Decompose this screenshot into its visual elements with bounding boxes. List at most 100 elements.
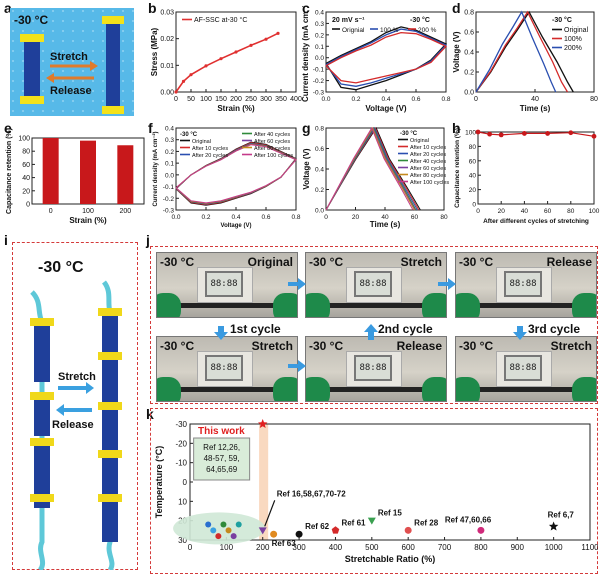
lcd-display: 88:88 [504, 271, 542, 297]
data-point [487, 131, 492, 137]
y-tick-label: 0.2 [315, 187, 324, 194]
legend-label: 200% [564, 45, 582, 52]
x-tick-label: 100 [589, 208, 600, 215]
triangle-marker [258, 527, 267, 535]
x-tick-label: 0.4 [381, 96, 390, 103]
x-tick-label: 0 [476, 208, 480, 215]
panel-label-c: c [302, 0, 310, 16]
cv-curve [175, 144, 297, 204]
up-arrow-icon [364, 324, 378, 340]
photo-state: Release [546, 255, 592, 269]
y-tick-label: 80 [469, 144, 477, 151]
y-tick-label: 0.01 [160, 63, 174, 70]
legend-label: 100 % [380, 27, 399, 34]
y-tick-label: 0.1 [315, 44, 324, 51]
x-tick-label: 1000 [545, 543, 563, 552]
glove [273, 377, 297, 401]
pentagon-marker [331, 526, 340, 534]
point-label: Ref 6,7 [548, 510, 575, 519]
data-point [264, 37, 268, 41]
panel-a-stretch: Stretch [50, 51, 88, 63]
x-tick-label: 200 [119, 208, 131, 215]
ref-box [193, 437, 251, 481]
chart-b: 0 50 100 150 200 250 300 350 400 0.00 0.01 0.02 0.03… [150, 10, 302, 114]
glove [572, 293, 596, 317]
device-strip [470, 303, 580, 308]
legend-label: Orignial [342, 27, 365, 34]
panel-k-box [150, 408, 598, 574]
y-tick-label: 30 [178, 536, 187, 545]
chart-e: 0 20 40 60 80 100 0 100 200 Strain (%) Capacitance… [6, 128, 145, 225]
gcd-curve [325, 126, 415, 211]
x-tick-label: 0 [174, 96, 178, 103]
photo-temp: -30 °C [309, 339, 344, 353]
glove [456, 377, 480, 401]
x-tick-label: 0.4 [231, 214, 240, 221]
right-arrow-icon [438, 278, 456, 290]
x-axis-label: Strain (%) [69, 216, 107, 225]
photo-6: -30 °C Stretch 88:88 [455, 336, 597, 402]
device-strip [470, 387, 580, 392]
data-point [225, 527, 232, 534]
photo-state: Release [396, 339, 442, 353]
x-tick-label: 0.2 [201, 214, 210, 221]
y-tick-label: 0.4 [315, 167, 324, 174]
x-tick-label: 40 [381, 214, 389, 221]
lcd-display: 88:88 [504, 355, 542, 381]
cycle-label-2: 2nd cycle [378, 322, 433, 336]
y-tick-label: -0.2 [163, 196, 175, 203]
bar [117, 145, 134, 204]
photo-temp: -30 °C [459, 255, 494, 269]
x-tick-label: 0 [49, 208, 53, 215]
cv-curve [325, 31, 448, 84]
legend-label: After 20 cycles [192, 153, 228, 159]
annotation: -30 °C [410, 16, 430, 24]
photo-2: -30 °C Stretch 88:88 [305, 252, 447, 318]
x-tick-label: 0.6 [261, 214, 270, 221]
cv-curve [325, 28, 448, 87]
photo-state: Stretch [251, 339, 293, 353]
gcd-curve [325, 126, 416, 211]
y-tick-label: -0.3 [163, 208, 175, 215]
cv-curve [325, 26, 448, 91]
y-tick-label: 40 [469, 173, 477, 180]
glove [456, 293, 480, 317]
ref-label: 48-57, 59, [204, 454, 240, 463]
gcd-curve [475, 10, 569, 93]
legend-label: After 60 cycles [254, 139, 290, 145]
data-point [498, 132, 504, 138]
gcd-curve [325, 126, 420, 211]
legend-label: After 10 cycles [410, 145, 446, 151]
y-axis-label: Capacitance retention (%) [454, 128, 461, 208]
gcd-curve [325, 126, 418, 211]
photo-temp: -30 °C [459, 339, 494, 353]
glove [306, 293, 330, 317]
x-tick-label: 800 [474, 543, 488, 552]
photo-temp: -30 °C [160, 339, 195, 353]
point-label: Ref 47,60,66 [445, 515, 492, 524]
y-axis-label: Stress (MPa) [150, 27, 159, 76]
x-tick-label: 80 [440, 214, 448, 221]
this-work-label: This work [198, 426, 245, 437]
x-tick-label: 60 [544, 208, 552, 215]
x-tick-label: 20 [498, 208, 506, 215]
x-tick-label: 0.8 [291, 214, 300, 221]
circle-marker [295, 530, 303, 538]
data-point [205, 521, 212, 528]
y-tick-label: 0.0 [315, 55, 324, 62]
data-point [475, 129, 481, 135]
y-axis-label: Voltage (V) [452, 31, 461, 73]
panel-label-e: e [4, 120, 12, 136]
lcd-display: 88:88 [354, 355, 392, 381]
panel-label-f: f [148, 120, 153, 136]
x-tick-label: 100 [220, 543, 234, 552]
y-tick-label: 60 [22, 162, 30, 169]
point-label: Ref 62 [305, 522, 330, 531]
photo-temp: -30 °C [309, 255, 344, 269]
chart-c: 0.0 0.2 0.4 0.6 0.8 -0.3 -0.2 -0.1 0.0 0.1 0.2 0.3 0… [302, 6, 451, 113]
gcd-curve [325, 126, 417, 211]
cycle-label-1: 1st cycle [230, 322, 281, 336]
point-label: Ref 15 [378, 509, 403, 518]
down-arrow-icon [214, 326, 228, 340]
data-point [276, 31, 280, 35]
